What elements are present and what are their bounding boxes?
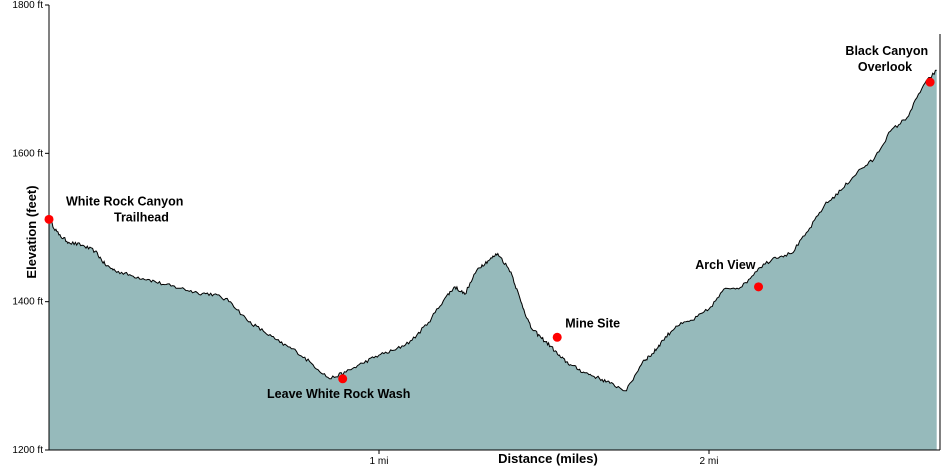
y-tick-label: 1400 ft xyxy=(12,297,43,308)
poi-label: White Rock Canyon Trailhead xyxy=(66,194,183,224)
points-of-interest-layer: White Rock Canyon Trailhead Leave White Ro… xyxy=(44,44,935,401)
x-tick-label: 2 mi xyxy=(700,456,719,467)
elevation-line xyxy=(48,69,937,392)
y-tick-label: 1600 ft xyxy=(12,148,43,159)
y-tick-label: 1800 ft xyxy=(12,0,43,11)
poi-label: Black Canyon Overlook xyxy=(845,44,928,74)
poi-label: Leave White Rock Wash xyxy=(267,387,410,401)
y-axis-title: Elevation (feet) xyxy=(24,185,39,278)
x-axis-title: Distance (miles) xyxy=(498,451,598,466)
poi-marker xyxy=(925,77,935,87)
poi-label: Mine Site xyxy=(565,316,620,330)
ticks-layer: 1200 ft 1400 ft 1600 ft 1800 ft 1 mi 2 mi xyxy=(12,0,718,467)
poi-marker xyxy=(754,282,763,292)
poi-label: Arch View xyxy=(695,258,755,272)
y-tick-label: 1200 ft xyxy=(12,445,43,456)
poi-marker xyxy=(552,332,562,342)
area-layer xyxy=(48,69,937,451)
axes-layer xyxy=(48,5,941,451)
poi-marker xyxy=(44,214,54,224)
elevation-area xyxy=(49,70,937,451)
poi-marker xyxy=(338,374,348,384)
x-tick-label: 1 mi xyxy=(370,456,389,467)
